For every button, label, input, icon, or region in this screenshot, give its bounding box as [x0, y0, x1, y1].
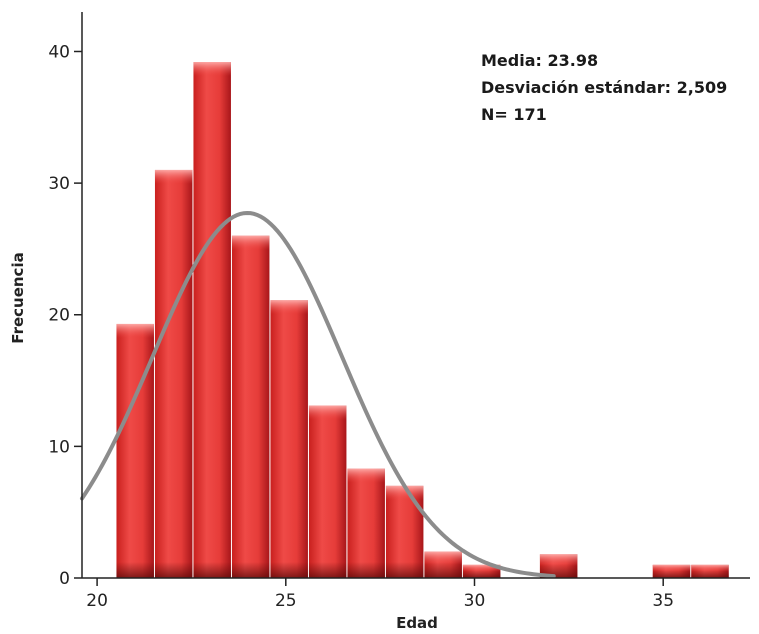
- histogram-bar-shadow: [154, 562, 193, 578]
- y-axis-ticks: 0 10 20 30 40: [48, 42, 82, 589]
- stats-n: N= 171: [481, 105, 547, 124]
- histogram-bar-highlight: [347, 468, 385, 483]
- histogram-bar: [462, 564, 501, 578]
- histogram-bars: [116, 62, 729, 578]
- histogram-bar-body: [270, 300, 308, 578]
- histogram-bar-highlight: [231, 235, 270, 250]
- histogram-bar-shadow: [652, 570, 691, 578]
- normal-curve: [80, 210, 556, 579]
- histogram-bar-body: [347, 468, 385, 578]
- histogram-bar-body: [308, 405, 347, 578]
- histogram-bar-body: [193, 62, 231, 578]
- histogram-bar-highlight: [539, 554, 578, 567]
- histogram-bar-highlight: [193, 62, 231, 77]
- x-tick-label: 30: [464, 591, 486, 611]
- x-tick-label: 20: [86, 591, 108, 611]
- y-tick-label: 0: [59, 569, 70, 589]
- histogram-bar-shadow: [270, 562, 308, 578]
- histogram-bar: [347, 468, 385, 578]
- histogram-bar-highlight: [462, 564, 501, 572]
- histogram-bar-highlight: [424, 551, 462, 565]
- histogram-bar-highlight: [270, 300, 308, 315]
- stats-box: Media: 23.98 Desviación estándar: 2,509 …: [481, 51, 727, 124]
- histogram-bar: [154, 169, 193, 578]
- histogram-bar-shadow: [385, 562, 424, 578]
- x-axis-title: Edad: [396, 614, 438, 632]
- histogram-bar: [424, 551, 462, 578]
- x-tick-label: 35: [652, 591, 674, 611]
- histogram-bar-highlight: [691, 564, 729, 572]
- histogram-bar-highlight: [308, 405, 347, 420]
- y-tick-label: 10: [48, 437, 70, 457]
- histogram-bar-highlight: [385, 485, 424, 500]
- histogram-bar-shadow: [424, 562, 462, 578]
- stats-mean: Media: 23.98: [481, 51, 598, 70]
- histogram-bar: [385, 485, 424, 578]
- stats-std-dev: Desviación estándar: 2,509: [481, 78, 727, 97]
- histogram-bar-body: [154, 169, 193, 578]
- histogram-bar: [231, 235, 270, 578]
- histogram-bar: [652, 564, 691, 578]
- histogram-bar-shadow: [116, 562, 154, 578]
- histogram-bar-shadow: [691, 570, 729, 578]
- histogram-bar-shadow: [308, 562, 347, 578]
- x-tick-label: 25: [275, 591, 297, 611]
- histogram-bar-highlight: [116, 323, 154, 338]
- x-axis-ticks: 20 25 30 35: [86, 578, 674, 611]
- y-tick-label: 30: [48, 174, 70, 194]
- histogram-bar-shadow: [462, 570, 501, 578]
- y-tick-label: 40: [48, 42, 70, 62]
- histogram-bar: [308, 405, 347, 578]
- histogram-bar: [691, 564, 729, 578]
- y-axis-title: Frecuencia: [9, 252, 27, 343]
- histogram-bar-highlight: [652, 564, 691, 572]
- histogram-bar-body: [231, 235, 270, 578]
- histogram-bar-shadow: [347, 562, 385, 578]
- histogram-bar-shadow: [193, 562, 231, 578]
- y-tick-label: 20: [48, 306, 70, 326]
- histogram-bar-highlight: [154, 169, 193, 184]
- histogram-bar: [270, 300, 308, 578]
- histogram-bar: [193, 62, 231, 578]
- histogram-bar-shadow: [231, 562, 270, 578]
